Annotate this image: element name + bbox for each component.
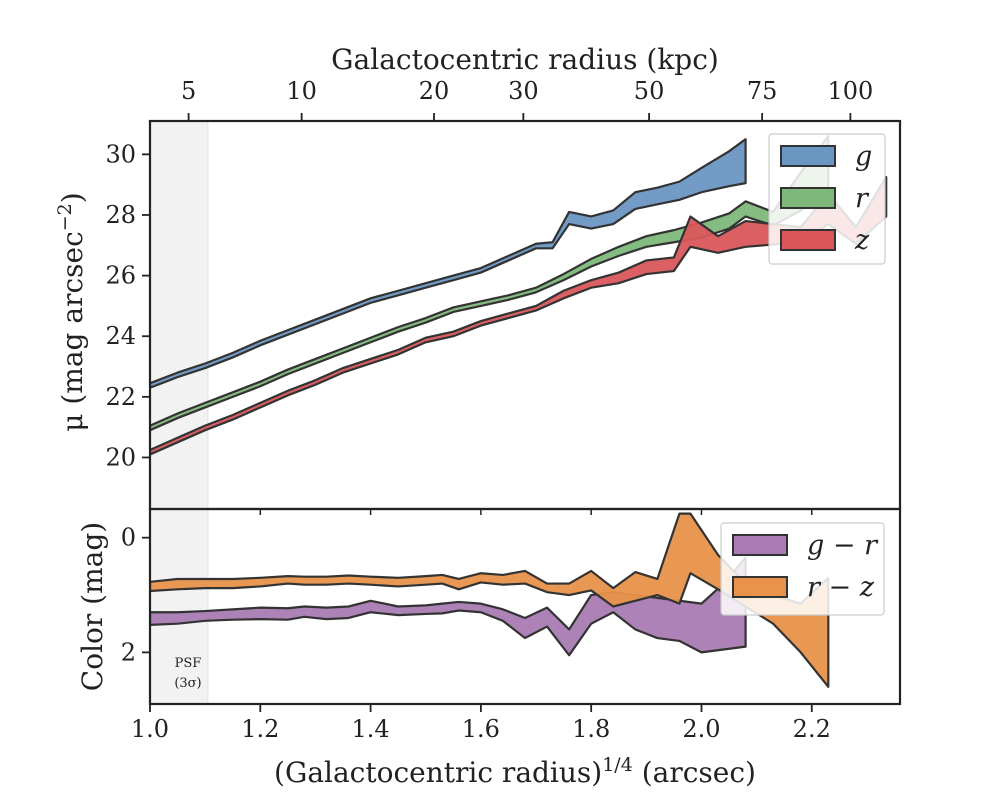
psf-sigma-label: (3σ) [174,676,201,691]
color-legend-label-r-z: r − z [807,572,875,603]
psf-label: PSF [175,656,202,671]
x-axis-title: (Galactocentric radius)1/4 (arcsec) [274,754,756,789]
top-xtick-label: 5 [181,77,196,105]
top-xtick-label: 30 [508,77,539,105]
top-xtick-label: 75 [747,77,778,105]
sb-legend-swatch-z [780,229,836,251]
top-xtick-label: 20 [419,77,450,105]
xtick-label: 1.8 [572,715,610,743]
xtick-label: 1.4 [352,715,390,743]
sb-y-axis-title: μ (mag arcsec−2) [54,192,89,431]
color-band-g-r [150,556,747,657]
top-xtick-label: 10 [286,77,317,105]
color-legend-label-g-r: g − r [807,530,879,561]
color-psf-region [150,509,208,704]
sb-band-g [150,138,747,389]
xtick-label: 1.0 [131,715,169,743]
color-legend-swatch-r-z [732,576,788,598]
sb-legend-swatch-g [780,145,836,167]
xtick-label: 2.0 [682,715,720,743]
sb-legend-label-g: g [855,141,872,172]
top-x-axis-title: Galactocentric radius (kpc) [331,43,719,76]
sb-legend-swatch-r [780,187,836,209]
sb-plot-area [150,121,888,509]
sb-ytick-label: 28 [105,201,136,229]
color-legend-swatch-g-r [732,534,788,556]
sb-ytick-label: 30 [105,140,136,168]
xtick-label: 1.6 [462,715,500,743]
color-y-axis-title: Color (mag) [76,522,109,691]
color-frame [148,507,902,706]
sb-ytick-label: 22 [105,383,136,411]
xtick-label: 2.2 [793,715,831,743]
top-xtick-label: 100 [827,77,873,105]
sb-band-z [150,175,888,456]
sb-ytick-label: 24 [105,322,136,350]
sb-ytick-label: 26 [105,262,136,290]
color-ytick-label: 2 [121,638,136,666]
xtick-label: 1.2 [241,715,279,743]
sb-ytick-label: 20 [105,443,136,471]
sb-psf-region [150,121,208,509]
sb-legend-label-r: r [855,183,870,214]
top-xtick-label: 50 [634,77,665,105]
color-ytick-label: 0 [121,524,136,552]
sb-legend-label-z: z [854,225,870,256]
